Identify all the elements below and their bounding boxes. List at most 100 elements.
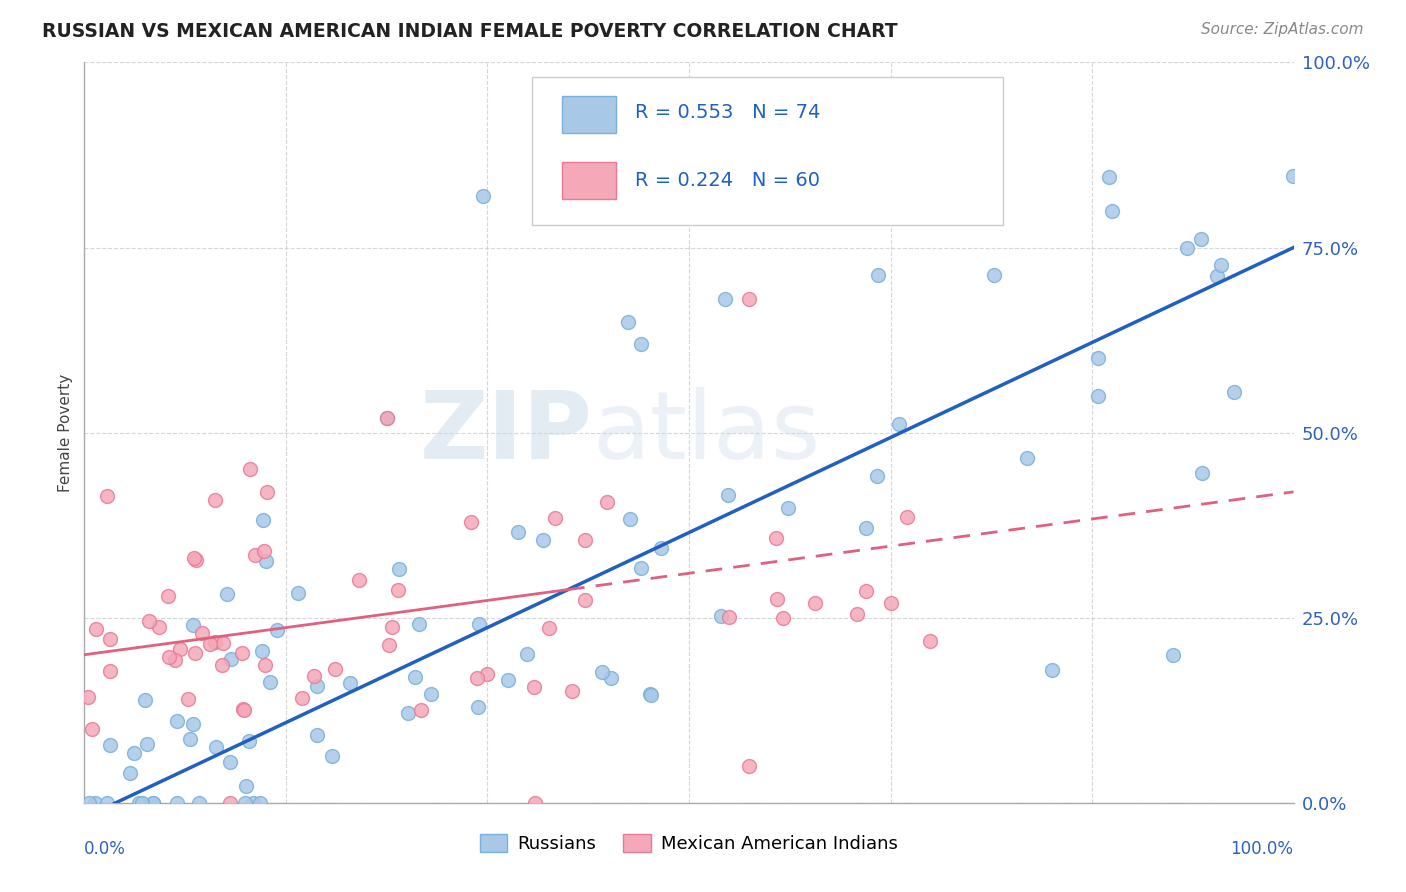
Point bbox=[211, 657, 233, 672]
Point bbox=[96, 489, 118, 503]
Text: R = 0.224   N = 60: R = 0.224 N = 60 bbox=[634, 171, 820, 190]
Text: ZIP: ZIP bbox=[419, 386, 592, 479]
Point bbox=[84, 796, 107, 810]
Point bbox=[619, 511, 641, 525]
Point bbox=[302, 669, 325, 683]
Point bbox=[96, 796, 118, 810]
Point bbox=[1189, 232, 1212, 246]
Point bbox=[1209, 259, 1232, 273]
Point bbox=[738, 758, 761, 772]
Point bbox=[887, 417, 910, 431]
Point bbox=[1087, 351, 1109, 365]
Point bbox=[1101, 203, 1123, 218]
Point bbox=[574, 533, 596, 547]
Point bbox=[388, 562, 411, 576]
FancyBboxPatch shape bbox=[562, 95, 616, 133]
Point bbox=[254, 554, 277, 568]
Point bbox=[855, 584, 877, 599]
Point bbox=[138, 614, 160, 628]
Point bbox=[233, 703, 256, 717]
Point bbox=[765, 591, 787, 606]
Point bbox=[845, 607, 868, 621]
Point bbox=[387, 583, 409, 598]
Point bbox=[1175, 242, 1198, 256]
Point bbox=[339, 676, 361, 690]
Point bbox=[738, 293, 761, 307]
Point bbox=[219, 755, 242, 769]
Point bbox=[640, 689, 662, 703]
Text: Source: ZipAtlas.com: Source: ZipAtlas.com bbox=[1201, 22, 1364, 37]
Point bbox=[918, 633, 941, 648]
Point bbox=[183, 550, 205, 565]
Point bbox=[245, 548, 267, 562]
Point bbox=[232, 701, 254, 715]
Point bbox=[128, 796, 150, 810]
Point bbox=[396, 706, 419, 721]
Point bbox=[166, 796, 188, 810]
Point bbox=[231, 646, 253, 660]
Point bbox=[181, 717, 204, 731]
Point bbox=[98, 632, 121, 646]
Point bbox=[211, 636, 233, 650]
Point bbox=[1206, 269, 1229, 284]
Point bbox=[134, 693, 156, 707]
Point bbox=[804, 596, 827, 610]
Point bbox=[717, 488, 740, 502]
Point bbox=[181, 617, 204, 632]
Point bbox=[574, 592, 596, 607]
Text: 0.0%: 0.0% bbox=[84, 840, 127, 858]
Point bbox=[710, 609, 733, 624]
Point bbox=[166, 714, 188, 729]
Point bbox=[239, 462, 262, 476]
Point bbox=[506, 524, 529, 539]
Point bbox=[1191, 466, 1213, 480]
Point bbox=[378, 638, 401, 652]
Point bbox=[249, 796, 271, 810]
Point bbox=[1161, 648, 1184, 662]
Point bbox=[77, 796, 100, 810]
Point bbox=[253, 544, 276, 558]
Point bbox=[381, 620, 404, 634]
Point bbox=[617, 314, 640, 328]
Point bbox=[169, 641, 191, 656]
Point bbox=[538, 621, 561, 635]
Point bbox=[1098, 169, 1121, 184]
Point bbox=[191, 626, 214, 640]
Point bbox=[561, 684, 583, 698]
Text: atlas: atlas bbox=[592, 386, 821, 479]
Point bbox=[165, 653, 187, 667]
Point bbox=[467, 700, 489, 714]
Point bbox=[772, 611, 794, 625]
Point bbox=[523, 680, 546, 694]
Point bbox=[516, 647, 538, 661]
Point bbox=[291, 690, 314, 705]
Point bbox=[131, 796, 153, 810]
Point bbox=[242, 796, 264, 810]
Point bbox=[595, 494, 617, 508]
Point bbox=[122, 746, 145, 760]
Point bbox=[142, 796, 165, 810]
Point bbox=[408, 617, 430, 632]
Point bbox=[375, 410, 398, 425]
Point bbox=[866, 468, 889, 483]
Point bbox=[235, 780, 257, 794]
Point bbox=[233, 796, 256, 810]
Point bbox=[86, 623, 108, 637]
Point bbox=[305, 728, 328, 742]
Point bbox=[204, 635, 226, 649]
Point bbox=[498, 673, 520, 688]
FancyBboxPatch shape bbox=[531, 78, 1004, 226]
Point bbox=[983, 268, 1005, 282]
Point bbox=[465, 671, 488, 685]
Point bbox=[765, 531, 787, 545]
Y-axis label: Female Poverty: Female Poverty bbox=[58, 374, 73, 491]
Point bbox=[135, 737, 157, 751]
Point bbox=[188, 796, 211, 810]
Text: R = 0.553   N = 74: R = 0.553 N = 74 bbox=[634, 103, 820, 122]
Point bbox=[409, 703, 432, 717]
Point bbox=[184, 646, 207, 660]
Point bbox=[650, 541, 672, 555]
Point bbox=[855, 520, 877, 534]
Point bbox=[599, 672, 621, 686]
Point bbox=[142, 796, 165, 810]
